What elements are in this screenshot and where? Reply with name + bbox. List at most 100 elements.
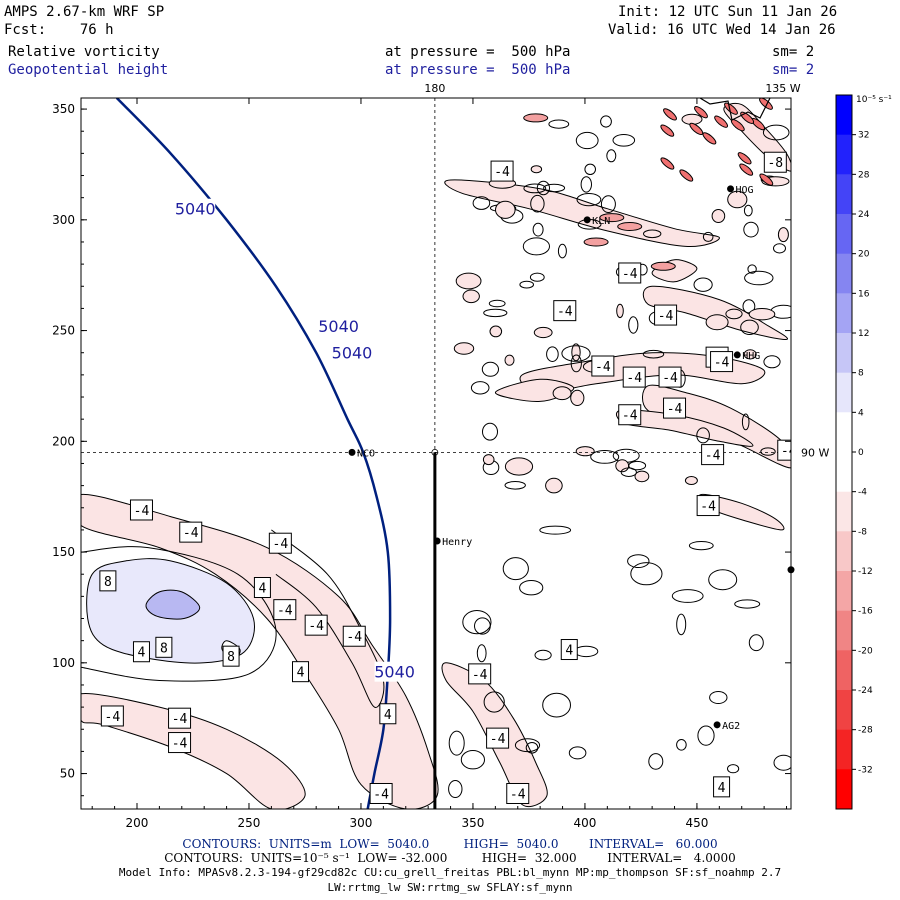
meridian-90w-label: 90 W xyxy=(801,446,829,459)
x-tick-label: 250 xyxy=(238,816,261,830)
colorbar-tick-label: 32 xyxy=(858,131,869,141)
coastline xyxy=(699,98,771,121)
model-info-physics: LW:rrtmg_lw SW:rrtmg_sw SFLAY:sf_mynn xyxy=(327,881,573,894)
vorticity-label: -8 xyxy=(767,156,783,171)
model-title: AMPS 2.67-km WRF SP xyxy=(4,4,165,20)
vorticity-label: 8 xyxy=(104,575,112,590)
vorticity-small-contour xyxy=(532,222,544,237)
colorbar-swatch xyxy=(836,491,852,532)
vorticity-small-contour xyxy=(542,692,571,718)
station-marker xyxy=(348,448,356,456)
field2-name: Geopotential height xyxy=(8,62,169,78)
vorticity-small-contour xyxy=(523,183,547,194)
vorticity-label: -4 xyxy=(622,409,638,424)
vorticity-label-box xyxy=(506,782,530,804)
height-label-bg xyxy=(318,316,359,337)
colorbar-swatch xyxy=(836,610,852,651)
vorticity-small-contour xyxy=(570,389,585,406)
valid-time: Valid: 16 UTC Wed 14 Jan 26 xyxy=(608,22,836,38)
vorticity-label: -4 xyxy=(595,360,611,375)
meridian-135w-label: 135 W xyxy=(765,82,800,95)
vorticity-label-box xyxy=(622,366,646,388)
x-tick-label: 450 xyxy=(685,816,708,830)
vorticity-small-contour xyxy=(709,691,728,704)
vorticity-strong-neg-cell xyxy=(737,152,752,165)
vorticity-strong-neg-cell xyxy=(660,157,675,170)
vorticity-small-contour xyxy=(482,422,498,441)
vorticity-small-contour xyxy=(773,754,791,771)
colorbar-tick-label: -24 xyxy=(858,686,873,696)
vorticity-label-box xyxy=(268,532,292,554)
colorbar-tick-label: 4 xyxy=(858,408,864,418)
colorbar-swatch xyxy=(836,452,852,493)
vorticity-small-contour xyxy=(725,308,743,320)
x-tick-label: 200 xyxy=(126,816,149,830)
vorticity-small-contour xyxy=(448,780,463,798)
x-tick-label: 350 xyxy=(462,816,485,830)
vorticity-small-contour xyxy=(502,557,529,581)
station-label: AG2 xyxy=(722,721,740,732)
vorticity-small-contour xyxy=(743,349,757,360)
vorticity-strong-neg-cell xyxy=(583,237,609,247)
vorticity-small-contour xyxy=(476,644,487,663)
vorticity-strong-neg-cell xyxy=(650,261,676,271)
field2-smoothing: sm= 2 xyxy=(772,62,815,78)
vorticity-small-contour xyxy=(575,446,595,457)
vorticity-small-contour xyxy=(727,190,748,209)
vorticity-label-box xyxy=(713,776,731,798)
vorticity-small-contour xyxy=(546,346,559,363)
vorticity-small-contour xyxy=(642,349,665,359)
vorticity-label: -4 xyxy=(667,402,683,417)
vorticity-small-contour xyxy=(504,481,526,490)
vorticity-label-box xyxy=(100,705,124,727)
vorticity-label: -4 xyxy=(662,371,678,386)
vorticity-small-contour xyxy=(453,342,475,355)
station-marker xyxy=(713,721,721,729)
vorticity-small-contour xyxy=(616,303,624,319)
vorticity-label-box xyxy=(129,499,153,521)
vorticity-small-contour xyxy=(773,243,786,254)
vorticity-label: -4 xyxy=(700,500,716,515)
vorticity-small-contour xyxy=(743,221,759,238)
colorbar-swatch xyxy=(836,729,852,770)
vorticity-small-contour xyxy=(519,580,544,596)
vorticity-label: -4 xyxy=(277,604,293,619)
vorticity-small-contour xyxy=(552,386,572,401)
vorticity-small-contour xyxy=(763,355,781,369)
colorbar-swatch xyxy=(836,571,852,612)
vorticity-label: 4 xyxy=(259,582,267,597)
vorticity-small-contour xyxy=(702,231,714,242)
vorticity-label-box xyxy=(553,300,577,322)
vorticity-small-contour xyxy=(711,209,726,223)
vorticity-small-contour xyxy=(676,613,687,636)
vorticity-small-contour xyxy=(522,237,551,256)
colorbar-tick-label: -8 xyxy=(858,527,867,537)
vorticity-strong-neg-cell xyxy=(702,132,717,145)
vorticity-small-contour xyxy=(705,314,729,331)
vorticity-small-contour xyxy=(748,634,764,652)
vorticity-small-contour xyxy=(777,227,789,243)
vorticity-small-contour xyxy=(519,280,535,289)
vorticity-label: -4 xyxy=(134,504,150,519)
field2-level: at pressure = 500 hPa xyxy=(385,62,571,78)
vorticity-label: -4 xyxy=(172,737,188,752)
vorticity-strong-neg-cell xyxy=(617,222,643,231)
x-tick-label: 300 xyxy=(350,816,373,830)
vorticity-small-contour xyxy=(561,345,591,362)
vorticity-small-contour xyxy=(696,427,710,444)
colorbar-tick-label: -16 xyxy=(858,607,873,617)
vorticity-strong-neg-cell xyxy=(599,213,625,223)
vorticity-label: -4 xyxy=(183,526,199,541)
vorticity-small-contour xyxy=(448,730,465,756)
vorticity-small-contour xyxy=(472,196,491,210)
station-label: NCO xyxy=(357,448,375,459)
field1-name: Relative vorticity xyxy=(8,44,160,60)
colorbar-tick-label: 24 xyxy=(858,210,870,220)
station-label: HHG xyxy=(742,351,760,362)
vorticity-label: -4 xyxy=(714,356,730,371)
vorticity-label-box xyxy=(379,703,397,725)
vorticity-small-contour xyxy=(543,183,566,193)
vorticity-small-contour xyxy=(742,299,756,314)
height-label-bg xyxy=(175,198,216,219)
vorticity-small-contour xyxy=(590,450,620,464)
